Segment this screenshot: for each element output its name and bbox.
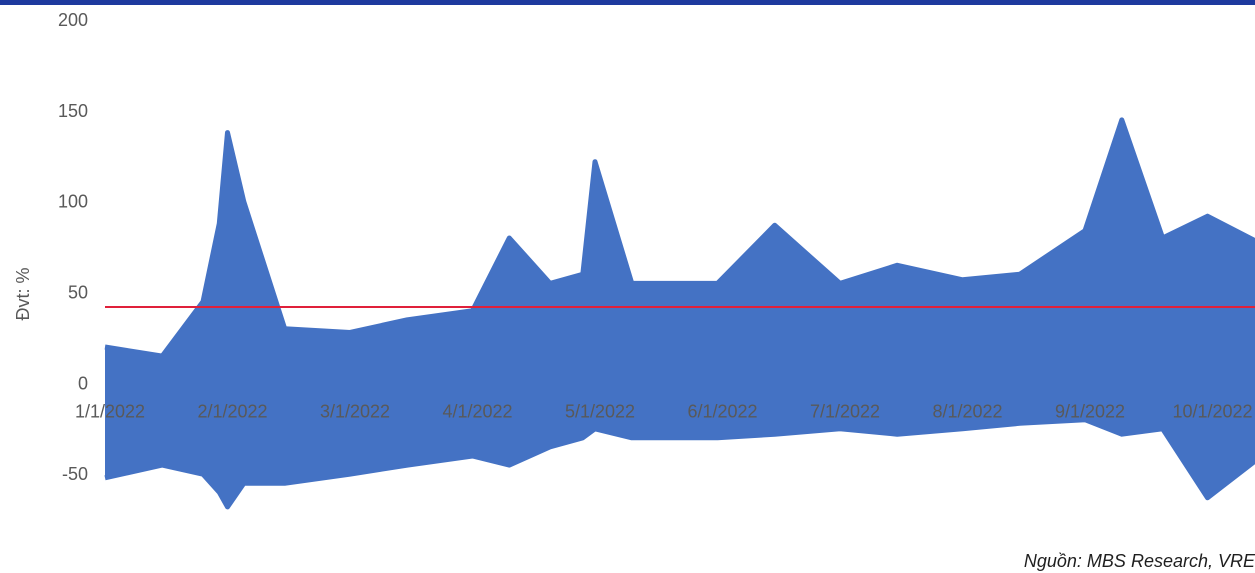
series-layer (104, 117, 1255, 510)
y-tick-label: 100 (58, 192, 88, 212)
y-tick-label: 150 (58, 101, 88, 121)
x-tick-label: 1/1/2022 (75, 401, 145, 421)
x-tick-label: 3/1/2022 (320, 401, 390, 421)
series-range-band (105, 119, 1255, 507)
y-tick-label: 200 (58, 10, 88, 30)
source-note: Nguồn: MBS Research, VRE (1023, 551, 1255, 571)
top-accent-bar (0, 0, 1255, 5)
x-tick-label: 4/1/2022 (442, 401, 512, 421)
x-tick-label: 6/1/2022 (687, 401, 757, 421)
y-tick-label: 0 (78, 373, 88, 393)
x-tick-label: 9/1/2022 (1055, 401, 1125, 421)
y-axis-label: Đvt: % (13, 267, 33, 320)
x-tick-label: 10/1/2022 (1172, 401, 1252, 421)
x-tick-label: 8/1/2022 (932, 401, 1002, 421)
x-tick-label: 7/1/2022 (810, 401, 880, 421)
y-tick-label: -50 (62, 464, 88, 484)
x-tick-label: 2/1/2022 (197, 401, 267, 421)
y-tick-label: 50 (68, 283, 88, 303)
x-axis-ticks: 1/1/2022 2/1/2022 3/1/2022 4/1/2022 5/1/2022… (75, 401, 1253, 421)
x-tick-label: 5/1/2022 (565, 401, 635, 421)
